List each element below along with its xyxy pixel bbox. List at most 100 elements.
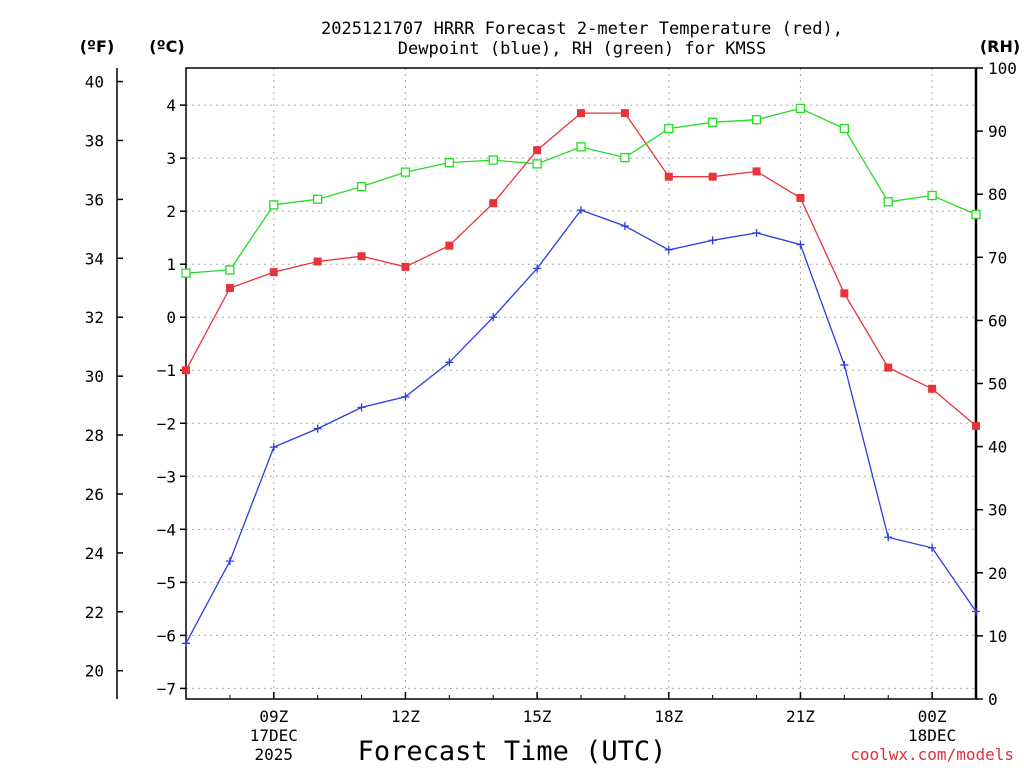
rh-tick-label: 80: [988, 185, 1007, 204]
fahrenheit-tick-label: 26: [85, 485, 104, 504]
data-point: [313, 424, 322, 433]
celsius-tick-label: −7: [157, 679, 176, 698]
rh-tick-label: 60: [988, 311, 1007, 330]
rh-tick-label: 40: [988, 438, 1007, 457]
data-point: [313, 194, 323, 204]
fahrenheit-tick-label: 38: [85, 131, 104, 150]
data-point: [488, 155, 498, 165]
data-point: [708, 117, 718, 127]
data-point: [840, 360, 849, 369]
data-point: [577, 206, 585, 215]
data-point: [445, 241, 454, 250]
data-point: [752, 167, 761, 176]
data-point: [884, 363, 893, 372]
data-point: [357, 252, 366, 261]
data-point: [751, 115, 762, 125]
celsius-tick-label: −2: [157, 414, 176, 433]
fahrenheit-tick-label: 20: [85, 662, 104, 681]
series-line: [185, 209, 977, 644]
year-label: 2025: [255, 745, 294, 764]
fahrenheit-tick-label: 40: [85, 73, 104, 92]
rh-tick-label: 50: [988, 375, 1007, 394]
rh-tick-label: 90: [988, 122, 1007, 141]
data-point: [928, 384, 937, 393]
data-point: [533, 146, 542, 155]
x-axis-label: Forecast Time (UTC): [358, 736, 667, 767]
data-point: [532, 159, 542, 169]
data-point: [489, 313, 498, 322]
data-point: [225, 557, 234, 566]
data-point: [577, 109, 585, 118]
data-point: [708, 236, 717, 245]
data-point: [400, 167, 411, 177]
data-point: [356, 181, 367, 192]
series-relative-humidity: [181, 103, 981, 278]
rh-tick-label: 0: [988, 690, 998, 709]
series-line: [185, 112, 977, 427]
celsius-tick-label: 2: [166, 202, 176, 221]
source-credit[interactable]: coolwx.com/models: [850, 745, 1014, 764]
data-point: [928, 543, 937, 552]
data-point: [401, 262, 410, 271]
data-point: [182, 366, 190, 375]
fahrenheit-tick-label: 36: [85, 190, 104, 209]
time-tick-label: 18Z: [654, 707, 683, 726]
celsius-tick-label: 4: [166, 96, 176, 115]
data-point: [225, 265, 235, 275]
data-point: [708, 172, 717, 181]
date-label: 18DEC: [908, 726, 956, 745]
data-point: [620, 222, 629, 231]
data-point: [269, 200, 279, 210]
data-point: [620, 109, 629, 118]
rh-tick-label: 10: [988, 627, 1007, 646]
data-point: [972, 421, 980, 430]
time-tick-label: 12Z: [391, 707, 420, 726]
data-point: [181, 268, 191, 278]
data-point: [884, 533, 893, 542]
celsius-tick-label: 0: [166, 308, 176, 327]
rh-tick-label: 100: [988, 59, 1017, 78]
celsius-tick-label: 3: [166, 149, 176, 168]
rh-tick-label: 30: [988, 501, 1007, 520]
time-tick-label: 21Z: [786, 707, 815, 726]
celsius-tick-label: −1: [157, 361, 176, 380]
data-point: [971, 209, 981, 220]
data-point: [752, 228, 761, 237]
rh-axis-unit: (RH): [980, 37, 1020, 56]
date-label: 17DEC: [250, 726, 298, 745]
data-point: [357, 403, 366, 412]
fahrenheit-axis-unit: (ºF): [80, 37, 115, 56]
series-2-meter-temperature: [182, 109, 980, 430]
celsius-tick-label: −3: [157, 467, 176, 486]
chart-title-line1: 2025121707 HRRR Forecast 2-meter Tempera…: [321, 19, 843, 39]
time-tick-label: 09Z: [259, 707, 288, 726]
celsius-axis-unit: (ºC): [149, 37, 184, 56]
gridlines: [186, 68, 976, 699]
rh-tick-label: 20: [988, 564, 1007, 583]
data-point: [664, 172, 673, 181]
data-point: [269, 268, 278, 277]
celsius-tick-label: 1: [166, 255, 176, 274]
data-point: [269, 443, 278, 452]
celsius-tick-label: −5: [157, 573, 176, 592]
data-point: [182, 639, 190, 648]
fahrenheit-tick-label: 30: [85, 367, 104, 386]
fahrenheit-tick-label: 22: [85, 603, 104, 622]
time-tick-label: 15Z: [523, 707, 552, 726]
data-series: [181, 103, 981, 648]
data-point: [620, 152, 630, 163]
celsius-tick-label: −4: [157, 520, 176, 539]
data-point: [313, 257, 322, 266]
data-point: [664, 245, 673, 254]
y-axis-ticks: 43210−1−2−3−4−5−6−7403836343230282624222…: [85, 59, 1017, 709]
data-point: [444, 157, 454, 168]
rh-tick-label: 70: [988, 248, 1007, 267]
data-point: [489, 199, 498, 208]
time-tick-label: 00Z: [918, 707, 947, 726]
data-point: [796, 193, 805, 202]
data-point: [445, 358, 454, 367]
data-point: [795, 103, 806, 114]
chart-title-line2: Dewpoint (blue), RH (green) for KMSS: [398, 39, 766, 59]
data-point: [840, 289, 849, 298]
